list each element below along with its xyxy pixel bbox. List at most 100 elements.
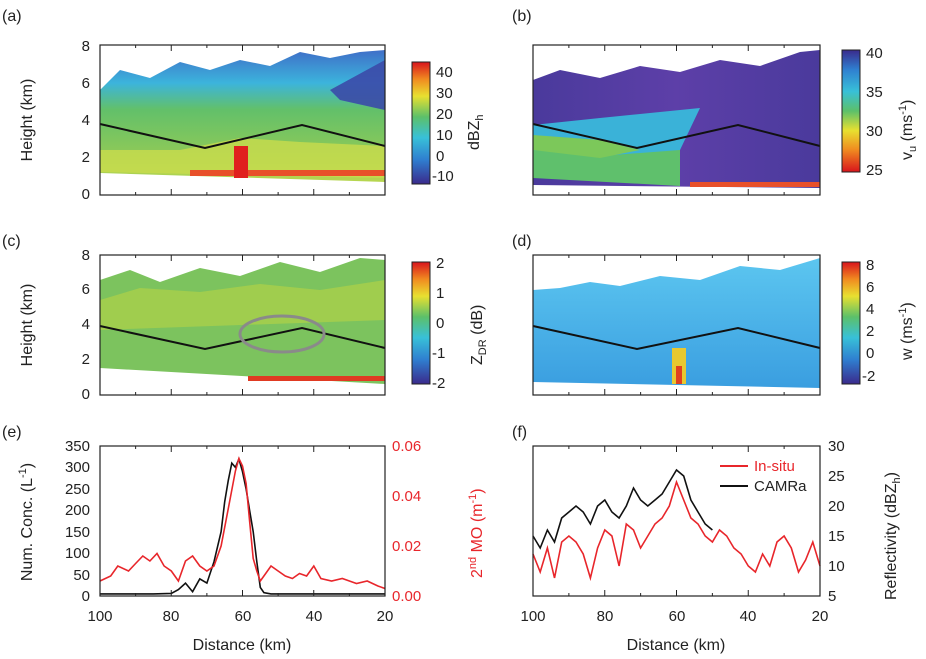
svg-text:100: 100 bbox=[87, 608, 112, 625]
svg-text:6: 6 bbox=[82, 281, 90, 298]
svg-text:60: 60 bbox=[669, 608, 686, 625]
svg-text:2: 2 bbox=[866, 323, 874, 340]
svg-text:80: 80 bbox=[163, 608, 180, 625]
x-tick-marks bbox=[99, 45, 821, 596]
svg-text:40: 40 bbox=[740, 608, 757, 625]
svg-text:25: 25 bbox=[828, 468, 845, 485]
panel-c-heatmap bbox=[100, 258, 385, 384]
panel-b-cbar-label: vu (ms-1) bbox=[897, 100, 919, 160]
svg-text:35: 35 bbox=[866, 84, 883, 101]
svg-text:0.00: 0.00 bbox=[392, 588, 421, 605]
svg-text:5: 5 bbox=[828, 588, 836, 605]
svg-text:0: 0 bbox=[82, 186, 90, 203]
svg-text:0.06: 0.06 bbox=[392, 438, 421, 455]
panel-f-xlabel: Distance (km) bbox=[627, 637, 726, 654]
panel-c-highlight-circle bbox=[238, 314, 326, 354]
svg-text:30: 30 bbox=[866, 123, 883, 140]
svg-text:20: 20 bbox=[377, 608, 394, 625]
panel-f-letter: (f) bbox=[512, 424, 527, 441]
panel-d-flight-track bbox=[532, 325, 821, 351]
svg-text:10: 10 bbox=[828, 558, 845, 575]
svg-text:250: 250 bbox=[65, 481, 90, 498]
panel-a-cbar-label: dBZh bbox=[466, 115, 486, 150]
panel-e-ylabel-left: Num. Conc. (L-1) bbox=[17, 463, 36, 581]
svg-text:200: 200 bbox=[65, 502, 90, 519]
legend-in-situ: In-situ bbox=[754, 458, 795, 475]
svg-text:20: 20 bbox=[828, 498, 845, 515]
panel-d-colorbar: 8 6 4 2 0 -2 w (ms-1) bbox=[841, 257, 916, 385]
svg-text:0.02: 0.02 bbox=[392, 538, 421, 555]
panel-a-letter: (a) bbox=[2, 8, 22, 25]
panel-e-x-ticks: 100 80 60 40 20 bbox=[87, 608, 393, 625]
svg-text:40: 40 bbox=[866, 45, 883, 62]
svg-text:-1: -1 bbox=[432, 345, 445, 362]
panel-c-y-ticks: 0 2 4 6 8 bbox=[82, 247, 90, 403]
panel-f: (f) 5 10 15 20 25 30 Reflectivity (dBZh)… bbox=[512, 424, 903, 605]
panel-f-plot bbox=[532, 468, 821, 582]
panel-e-plot bbox=[99, 456, 386, 595]
panel-e-xlabel: Distance (km) bbox=[193, 637, 292, 654]
panel-b: (b) 40 35 30 25 vu (ms-1) bbox=[512, 8, 919, 196]
svg-text:1: 1 bbox=[436, 285, 444, 302]
series-line-in-situ bbox=[532, 479, 821, 582]
svg-text:0.04: 0.04 bbox=[392, 488, 421, 505]
svg-text:0: 0 bbox=[82, 386, 90, 403]
svg-text:350: 350 bbox=[65, 438, 90, 455]
svg-text:100: 100 bbox=[520, 608, 545, 625]
svg-text:40: 40 bbox=[436, 64, 453, 81]
svg-text:4: 4 bbox=[82, 316, 90, 333]
svg-text:4: 4 bbox=[866, 301, 874, 318]
svg-text:6: 6 bbox=[82, 75, 90, 92]
svg-text:20: 20 bbox=[436, 106, 453, 123]
svg-text:15: 15 bbox=[828, 528, 845, 545]
panel-a-ylabel: Height (km) bbox=[19, 79, 36, 162]
svg-text:10: 10 bbox=[436, 127, 453, 144]
svg-text:2: 2 bbox=[436, 255, 444, 272]
panel-e-letter: (e) bbox=[2, 424, 22, 441]
svg-text:2: 2 bbox=[82, 351, 90, 368]
panel-b-heatmap bbox=[533, 50, 820, 188]
svg-text:-2: -2 bbox=[862, 368, 875, 385]
series-line-num-conc- bbox=[100, 456, 385, 595]
panel-e-y-ticks-right: 0.00 0.02 0.04 0.06 bbox=[392, 438, 421, 605]
panel-c-ylabel: Height (km) bbox=[19, 284, 36, 367]
svg-text:40: 40 bbox=[306, 608, 323, 625]
svg-text:8: 8 bbox=[82, 38, 90, 55]
svg-text:50: 50 bbox=[73, 567, 90, 584]
svg-text:8: 8 bbox=[82, 247, 90, 264]
svg-text:2: 2 bbox=[82, 149, 90, 166]
svg-text:150: 150 bbox=[65, 524, 90, 541]
svg-text:20: 20 bbox=[812, 608, 829, 625]
svg-text:30: 30 bbox=[828, 438, 845, 455]
panel-c-flight-track bbox=[99, 325, 386, 351]
panel-d-cbar-label: w (ms-1) bbox=[897, 302, 916, 361]
panel-c: (c) 0 2 4 6 8 Height (km) 2 1 0 -1 -2 ZD… bbox=[2, 233, 489, 403]
panel-d-letter: (d) bbox=[512, 233, 532, 250]
svg-text:30: 30 bbox=[436, 85, 453, 102]
panel-c-letter: (c) bbox=[2, 233, 21, 250]
panel-a-flight-track bbox=[99, 123, 386, 150]
panel-f-legend: In-situ CAMRa bbox=[720, 458, 807, 495]
panel-e-y-ticks-left: 0 50 100 150 200 250 300 350 bbox=[65, 438, 90, 605]
panel-e: (e) 0 50 100 150 200 250 300 350 0.00 0.… bbox=[2, 424, 486, 605]
svg-text:0: 0 bbox=[866, 345, 874, 362]
svg-text:0: 0 bbox=[436, 148, 444, 165]
panel-f-ylabel-right: Reflectivity (dBZh) bbox=[883, 472, 903, 600]
series-line-camra bbox=[532, 468, 713, 550]
svg-text:60: 60 bbox=[235, 608, 252, 625]
panel-a: (a) 0 2 4 6 8 Height (km) 40 30 20 10 0 … bbox=[2, 8, 486, 203]
svg-text:0: 0 bbox=[82, 588, 90, 605]
panel-a-heatmap bbox=[100, 50, 385, 182]
panel-d: (d) 8 6 4 2 0 -2 w (ms-1) bbox=[512, 233, 916, 396]
svg-text:100: 100 bbox=[65, 545, 90, 562]
panel-a-colorbar: 40 30 20 10 0 -10 dBZh bbox=[411, 61, 486, 185]
svg-text:6: 6 bbox=[866, 279, 874, 296]
panel-d-heatmap bbox=[533, 258, 820, 388]
svg-text:8: 8 bbox=[866, 257, 874, 274]
svg-text:25: 25 bbox=[866, 162, 883, 179]
panel-b-flight-track bbox=[532, 123, 821, 150]
panel-e-ylabel-right: 2nd MO (m-1) bbox=[467, 488, 486, 578]
svg-text:-2: -2 bbox=[432, 375, 445, 392]
panel-a-y-ticks: 0 2 4 6 8 bbox=[82, 38, 90, 203]
